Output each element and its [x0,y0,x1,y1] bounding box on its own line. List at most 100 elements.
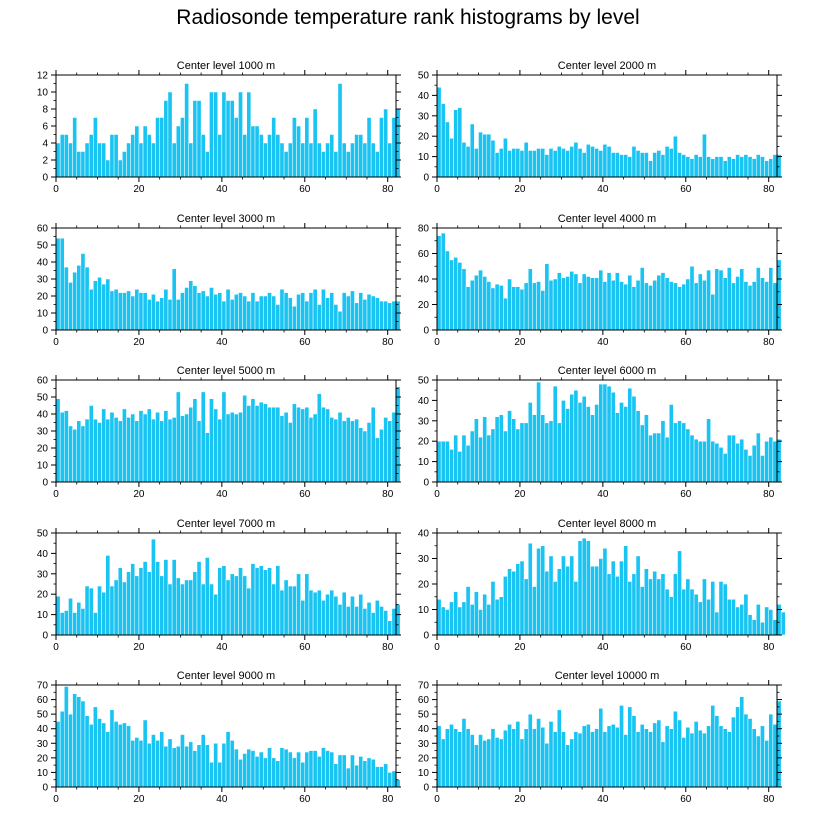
bar [494,416,500,483]
y-tick-label: 60 [37,695,49,706]
bar [159,117,165,178]
bar [474,418,479,483]
bar [511,571,517,636]
bar [552,150,558,178]
bar [486,434,492,483]
bar [333,304,339,331]
bar [370,759,376,788]
bar [515,428,521,483]
bar [726,156,732,178]
bar [263,403,268,483]
bar [55,237,61,331]
bar [540,545,546,636]
x-tick-label: 20 [514,489,526,500]
bar [97,718,102,788]
bar [354,764,359,788]
bar [246,587,252,636]
bar [238,292,243,331]
bar [151,538,156,636]
bar [639,424,645,483]
bar [130,134,136,178]
bar [271,117,277,178]
bar [573,142,579,178]
bar [602,144,608,178]
bar [615,727,620,788]
bar [250,398,256,483]
bar [234,294,239,331]
bar [64,610,69,636]
panel-6: Center level 6000 m 0 20 40 60 80 0 10 20 30 40 50 [418,365,782,500]
bar [498,285,504,331]
bar [263,295,268,331]
bar [556,568,562,636]
bar [59,134,65,178]
bar [234,575,239,636]
bar [175,577,181,636]
bar [478,269,483,331]
bar [379,766,384,788]
bar [664,146,670,178]
bar [130,413,136,483]
bar [623,406,628,483]
bar [598,708,604,788]
bar [536,148,541,178]
panel-9: Center level 9000 m 0 20 40 60 80 0 10 20 30 40 50 6… [37,670,401,805]
bar [308,142,314,178]
bar [523,142,529,178]
bar [250,292,256,331]
bar [577,148,583,178]
x-tick-label: 0 [53,642,59,653]
x-tick-label: 60 [680,489,692,500]
bar [652,432,658,483]
panel-4: Center level 4000 m 0 20 40 60 80 0 20 40 60 80 [418,213,782,348]
bar [540,290,546,331]
bar [151,734,156,788]
x-tick-label: 80 [763,184,775,195]
bar [764,606,769,636]
bar [561,555,566,636]
bar [673,135,678,178]
bar [134,288,140,331]
bar [731,434,736,483]
panel-title: Center level 1000 m [177,60,275,72]
bar [610,391,616,483]
bar [577,540,583,636]
bar [722,453,728,483]
panel-8: Center level 8000 m 0 20 40 60 80 0 10 20 30 40 [418,518,786,653]
bar [188,741,194,788]
x-tick-label: 80 [763,337,775,348]
bar [548,280,554,331]
bar [544,743,550,788]
bar [312,413,318,483]
bar [358,427,364,483]
bar [519,422,525,483]
x-tick-label: 60 [680,184,692,195]
bar [180,415,185,483]
bar [681,422,687,483]
y-tick-label: 40 [37,410,49,421]
bar [681,154,687,178]
bar [668,281,674,331]
bar [685,156,691,178]
bar [308,292,314,331]
y-tick-label: 60 [37,224,49,235]
bar [469,123,475,178]
bar [610,560,616,636]
bar [217,418,223,483]
bar [93,418,98,483]
bar [486,604,492,636]
y-tick-label: 30 [37,569,49,580]
y-tick-label: 50 [37,710,49,721]
bar [639,267,645,331]
bar [217,134,223,178]
bar [768,713,774,788]
bar [383,610,388,636]
bar [205,744,210,788]
bar [710,705,716,788]
panel-2: Center level 2000 m 0 20 40 60 80 0 10 20 30 40 50 [418,60,782,195]
bar [523,578,529,636]
bar [366,602,372,636]
y-tick-label: 0 [42,478,48,489]
bar [457,262,463,331]
bar [453,728,458,788]
